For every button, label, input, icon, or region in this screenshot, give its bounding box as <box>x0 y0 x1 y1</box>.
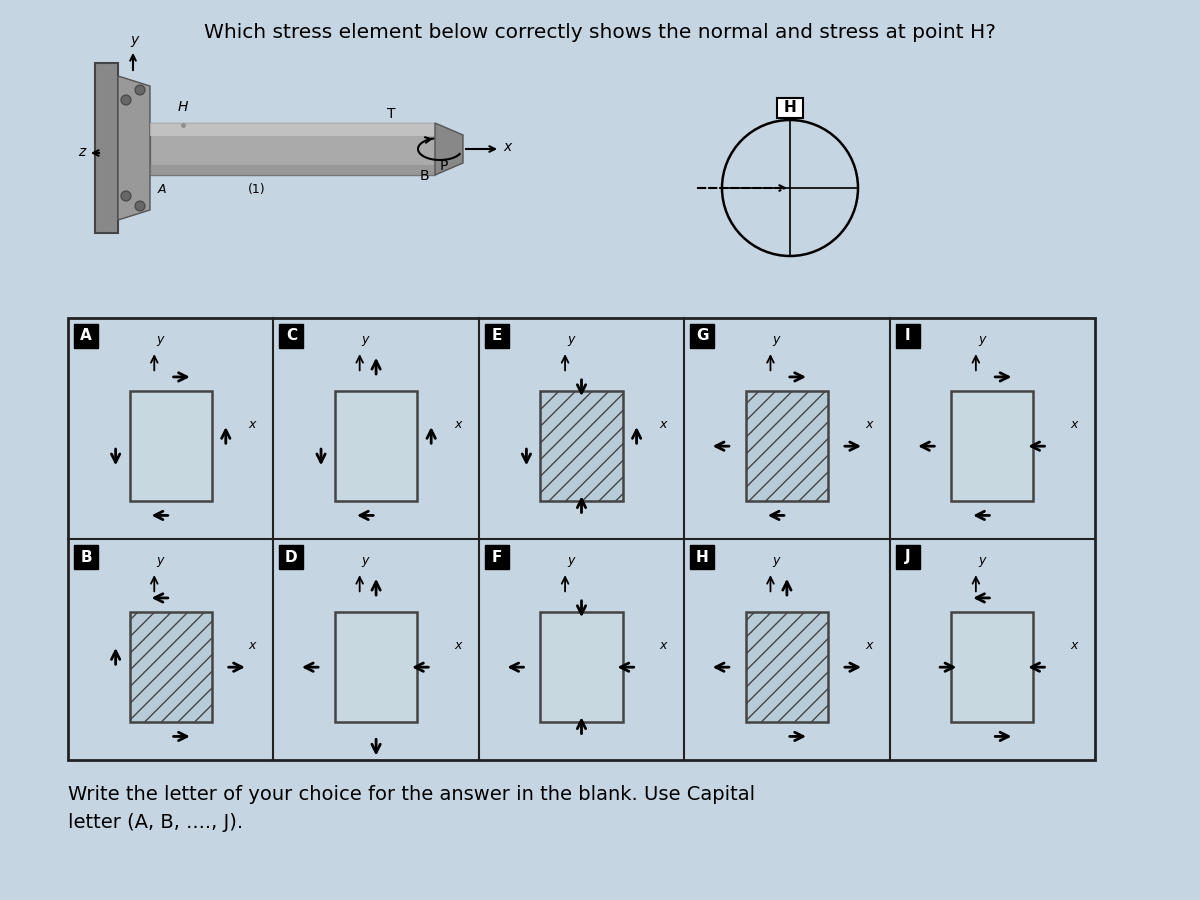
Text: x: x <box>454 418 462 430</box>
Polygon shape <box>118 76 150 220</box>
Text: H: H <box>784 101 797 115</box>
Text: F: F <box>492 550 502 564</box>
Bar <box>690 324 714 348</box>
Bar <box>335 612 418 723</box>
Text: C: C <box>286 328 296 344</box>
Text: G: G <box>696 328 708 344</box>
Bar <box>895 324 919 348</box>
Text: x: x <box>660 639 667 652</box>
Text: y: y <box>361 333 370 346</box>
Bar <box>74 545 98 569</box>
Text: H: H <box>696 550 708 564</box>
Bar <box>335 391 418 501</box>
Text: x: x <box>1070 418 1078 430</box>
Polygon shape <box>436 123 463 175</box>
Bar <box>150 123 436 136</box>
Text: Which stress element below correctly shows the normal and stress at point H?: Which stress element below correctly sho… <box>204 22 996 41</box>
Text: y: y <box>773 554 780 567</box>
Circle shape <box>134 85 145 95</box>
Bar <box>895 545 919 569</box>
Bar <box>746 391 828 501</box>
Text: y: y <box>156 333 163 346</box>
Text: P: P <box>440 159 449 173</box>
Text: x: x <box>865 418 872 430</box>
Text: B: B <box>420 169 430 183</box>
Text: y: y <box>361 554 370 567</box>
Text: x: x <box>865 639 872 652</box>
Bar <box>130 612 211 723</box>
Circle shape <box>121 191 131 201</box>
Text: H: H <box>178 100 188 114</box>
Text: x: x <box>1070 639 1078 652</box>
Bar <box>150 165 436 175</box>
Text: A: A <box>158 183 167 196</box>
Bar <box>485 545 509 569</box>
Text: y: y <box>978 554 985 567</box>
Text: y: y <box>568 333 575 346</box>
Bar <box>68 318 1096 760</box>
Text: y: y <box>568 554 575 567</box>
Circle shape <box>121 95 131 105</box>
Text: y: y <box>130 33 138 47</box>
Text: T: T <box>386 107 396 121</box>
Bar <box>150 123 436 175</box>
Bar <box>952 391 1033 501</box>
Bar <box>280 545 304 569</box>
Text: E: E <box>492 328 502 344</box>
Bar <box>952 612 1033 723</box>
Bar <box>540 391 623 501</box>
Text: A: A <box>80 328 92 344</box>
Text: x: x <box>454 639 462 652</box>
Bar <box>95 63 118 233</box>
Bar <box>778 98 803 118</box>
Bar <box>485 324 509 348</box>
Text: z: z <box>78 145 85 159</box>
Text: B: B <box>80 550 92 564</box>
Text: x: x <box>248 639 256 652</box>
Bar <box>690 545 714 569</box>
Text: (1): (1) <box>248 183 265 196</box>
Text: x: x <box>248 418 256 430</box>
Text: I: I <box>905 328 911 344</box>
Bar <box>74 324 98 348</box>
Text: J: J <box>905 550 911 564</box>
Text: y: y <box>156 554 163 567</box>
Text: x: x <box>660 418 667 430</box>
Bar <box>280 324 304 348</box>
Text: D: D <box>286 550 298 564</box>
Bar <box>540 612 623 723</box>
Bar <box>130 391 211 501</box>
Text: Write the letter of your choice for the answer in the blank. Use Capital
letter : Write the letter of your choice for the … <box>68 785 755 832</box>
Bar <box>746 612 828 723</box>
Text: y: y <box>978 333 985 346</box>
Text: y: y <box>773 333 780 346</box>
Circle shape <box>134 201 145 211</box>
Text: x: x <box>503 140 511 154</box>
